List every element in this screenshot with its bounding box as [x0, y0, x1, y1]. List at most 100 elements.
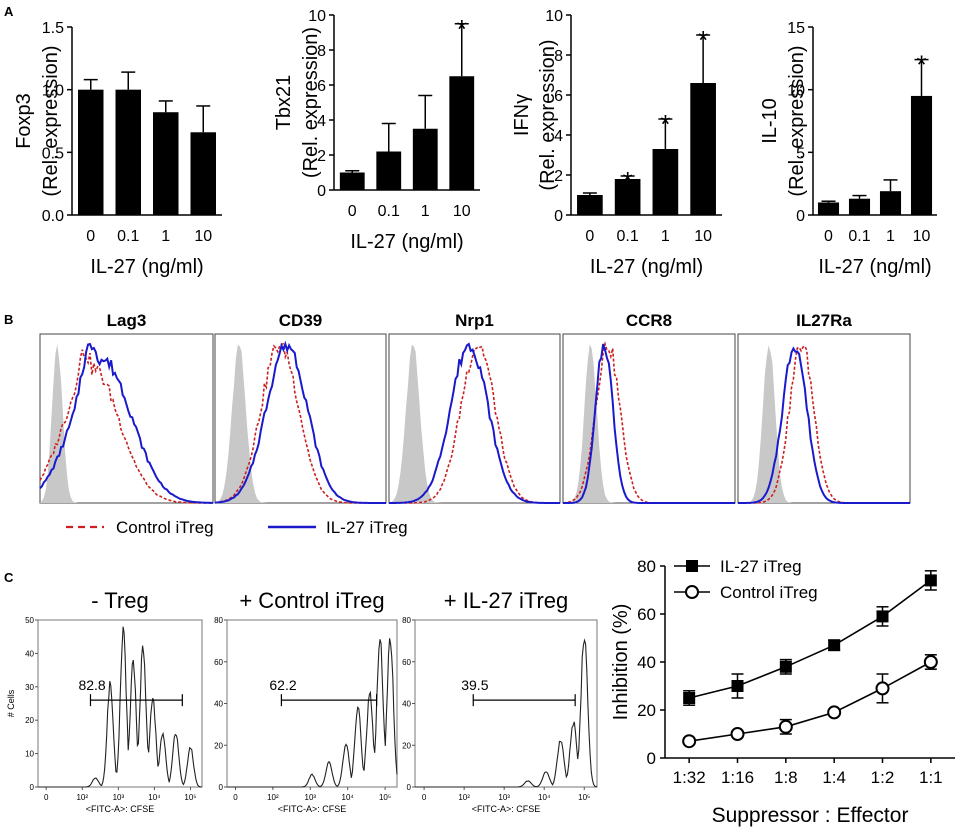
x-tick-label: 1 — [421, 203, 430, 220]
cfse-histogram-trace — [415, 638, 598, 788]
control-itreg-histogram — [214, 343, 386, 504]
significance-star: * — [698, 25, 708, 55]
cfse-title: + Control iTreg — [239, 588, 384, 613]
bar-chart-tbx21: 0 2 4 6 8 10 0 0.1 1 10 * Tbx21 (Rel. expression) IL-… — [273, 8, 480, 253]
y-tick-label: 1.0 — [42, 83, 64, 100]
bar — [910, 95, 933, 215]
x-tick-label: 1:8 — [774, 768, 798, 787]
y-tick-label: 2 — [317, 148, 326, 165]
histogram-overlays: Lag3 CD39 Nrp1 CCR8 IL27Ra — [39, 311, 911, 504]
legend-control-label: Control iTreg — [116, 518, 214, 537]
bar — [848, 198, 871, 215]
y-tick-label: 0.5 — [42, 145, 64, 162]
y-tick-label: 8 — [317, 43, 326, 60]
significance-star: * — [916, 50, 926, 80]
histogram-title: Nrp1 — [455, 311, 494, 330]
bar — [190, 132, 216, 215]
il27-itreg-histogram — [214, 340, 387, 504]
y-axis-label-line2: (Rel. expression) — [300, 27, 322, 178]
x-axis-label: IL-27 (ng/ml) — [350, 231, 463, 253]
isotype-histogram — [40, 344, 213, 503]
y-axis-label-line1: Tbx21 — [273, 75, 295, 131]
cfse-gate-value: 82.8 — [78, 677, 105, 693]
data-point-circle — [923, 655, 938, 669]
cfse-y-tick-label: 10 — [25, 750, 34, 759]
cfse-x-tick-label: 10⁴ — [148, 793, 161, 802]
isotype-histogram — [738, 345, 910, 503]
x-tick-label: 0 — [824, 228, 833, 245]
isotype-histogram — [215, 344, 386, 503]
cfse-y-tick-label: 40 — [214, 700, 223, 709]
histogram-title: Lag3 — [107, 311, 147, 330]
x-tick-label: 10 — [913, 228, 931, 245]
cfse-x-tick-label: 10⁵ — [578, 793, 590, 802]
significance-star: * — [660, 109, 670, 139]
y-axis-label-line1: IFNγ — [511, 94, 533, 136]
il27-itreg-histogram — [39, 342, 214, 504]
x-tick-label: 0 — [86, 228, 95, 245]
y-tick-label: 0 — [317, 183, 326, 200]
cfse-y-tick-label: 50 — [25, 616, 34, 625]
cfse-y-tick-label: 20 — [214, 741, 223, 750]
y-tick-label: 80 — [637, 557, 656, 576]
x-tick-label: 0.1 — [378, 203, 400, 220]
cfse-gate-value: 39.5 — [461, 677, 488, 693]
cfse-x-tick-label: 10² — [458, 793, 470, 802]
bar — [412, 128, 438, 190]
histogram-title: CD39 — [279, 311, 322, 330]
x-tick-label: 1:2 — [871, 768, 895, 787]
y-axis-label-line1: IL-10 — [759, 98, 781, 144]
cfse-frame — [414, 619, 598, 788]
x-tick-label: 10 — [694, 228, 712, 245]
y-axis-label-line1: Foxp3 — [13, 93, 35, 149]
cfse-y-tick-label: 40 — [25, 649, 34, 658]
histogram-title: CCR8 — [626, 311, 672, 330]
x-axis-label: IL-27 (ng/ml) — [818, 256, 931, 278]
bar — [78, 89, 104, 215]
inhibition-line-chart: 0 20 40 60 80 1:32 1:16 1:8 1:4 1:2 1:1 Inhibition … — [610, 557, 955, 827]
cfse-x-tick-label: 10² — [267, 793, 279, 802]
bar — [339, 172, 365, 190]
x-tick-label: 10 — [194, 228, 212, 245]
cfse-y-tick-label: 0 — [219, 783, 224, 792]
control-itreg-histogram — [39, 349, 214, 504]
cfse-y-tick-label: 80 — [214, 616, 223, 625]
x-axis-label: IL-27 (ng/ml) — [90, 256, 203, 278]
data-point-circle — [730, 727, 745, 741]
isotype-histogram — [389, 344, 560, 503]
y-axis-label: Inhibition (%) — [610, 604, 632, 721]
data-point-circle — [875, 681, 890, 696]
y-tick-label: 1.5 — [42, 20, 64, 37]
x-axis-label: IL-27 (ng/ml) — [590, 256, 703, 278]
y-tick-label: 10 — [545, 8, 563, 25]
data-point-square — [924, 574, 937, 587]
x-tick-label: 10 — [453, 203, 471, 220]
x-tick-label: 1:1 — [919, 768, 943, 787]
x-tick-label: 1 — [161, 228, 170, 245]
cfse-x-tick-label: 10³ — [305, 793, 317, 802]
y-tick-label: 0 — [647, 749, 656, 768]
bar — [879, 191, 902, 215]
bar — [614, 179, 641, 215]
y-tick-label: 4 — [554, 128, 563, 145]
legend-marker-circle — [685, 585, 699, 599]
cfse-x-tick-label: 0 — [233, 793, 238, 802]
cfse-y-tick-label: 60 — [214, 658, 223, 667]
cfse-y-tick-label: 0 — [30, 783, 35, 792]
cfse-histogram-trace — [38, 626, 203, 788]
cfse-x-tick-label: 10³ — [113, 793, 125, 802]
data-point-circle — [682, 734, 697, 749]
data-point-square — [731, 680, 744, 692]
bar — [577, 195, 603, 215]
cfse-y-tick-label: 60 — [402, 658, 411, 667]
cfse-x-tick-label: 10² — [76, 793, 88, 802]
bar-chart-foxp3: 0.0 0.5 1.0 1.5 0 0.1 1 10 Foxp3 (Rel. expression… — [13, 20, 222, 278]
series-line — [688, 579, 932, 699]
cfse-y-tick-label: 30 — [25, 683, 34, 692]
data-point-square — [828, 639, 841, 652]
bar — [817, 202, 840, 215]
histogram-title: IL27Ra — [796, 311, 852, 330]
significance-star: * — [623, 166, 633, 196]
y-tick-label: 10 — [787, 83, 805, 100]
